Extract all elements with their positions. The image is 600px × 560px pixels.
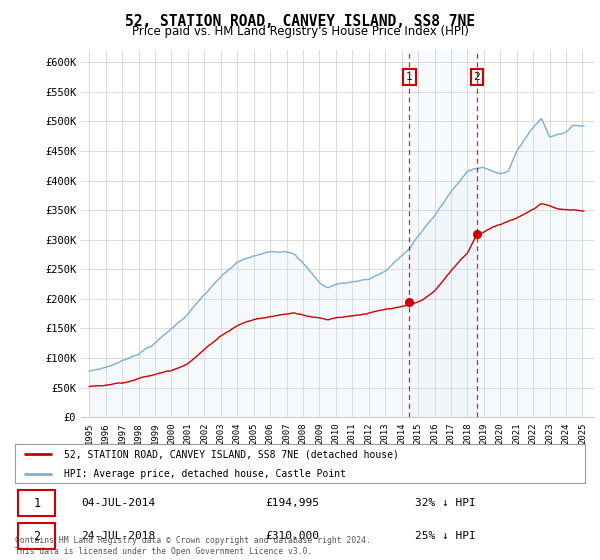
Text: 24-JUL-2018: 24-JUL-2018	[81, 531, 155, 542]
Text: £194,995: £194,995	[265, 498, 319, 508]
Text: Price paid vs. HM Land Registry's House Price Index (HPI): Price paid vs. HM Land Registry's House …	[131, 25, 469, 38]
Text: 2: 2	[33, 530, 40, 543]
Text: 04-JUL-2014: 04-JUL-2014	[81, 498, 155, 508]
Text: 1: 1	[406, 72, 413, 82]
Text: Contains HM Land Registry data © Crown copyright and database right 2024.
This d: Contains HM Land Registry data © Crown c…	[15, 536, 371, 556]
Text: 25% ↓ HPI: 25% ↓ HPI	[415, 531, 476, 542]
Text: 32% ↓ HPI: 32% ↓ HPI	[415, 498, 476, 508]
Bar	[409, 50, 476, 417]
Text: 52, STATION ROAD, CANVEY ISLAND, SS8 7NE: 52, STATION ROAD, CANVEY ISLAND, SS8 7NE	[125, 14, 475, 29]
Text: 1: 1	[33, 497, 40, 510]
Text: £310,000: £310,000	[265, 531, 319, 542]
FancyBboxPatch shape	[18, 524, 55, 549]
Text: HPI: Average price, detached house, Castle Point: HPI: Average price, detached house, Cast…	[64, 469, 346, 479]
Text: 2: 2	[473, 72, 480, 82]
Text: 52, STATION ROAD, CANVEY ISLAND, SS8 7NE (detached house): 52, STATION ROAD, CANVEY ISLAND, SS8 7NE…	[64, 449, 399, 459]
FancyBboxPatch shape	[15, 444, 585, 483]
FancyBboxPatch shape	[18, 491, 55, 516]
